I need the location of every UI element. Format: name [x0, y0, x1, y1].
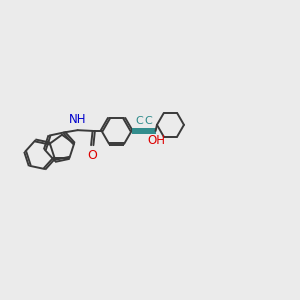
Text: NH: NH — [69, 113, 86, 126]
Text: C: C — [135, 116, 143, 126]
Text: O: O — [87, 149, 97, 162]
Text: C: C — [144, 116, 152, 126]
Text: OH: OH — [147, 134, 165, 147]
